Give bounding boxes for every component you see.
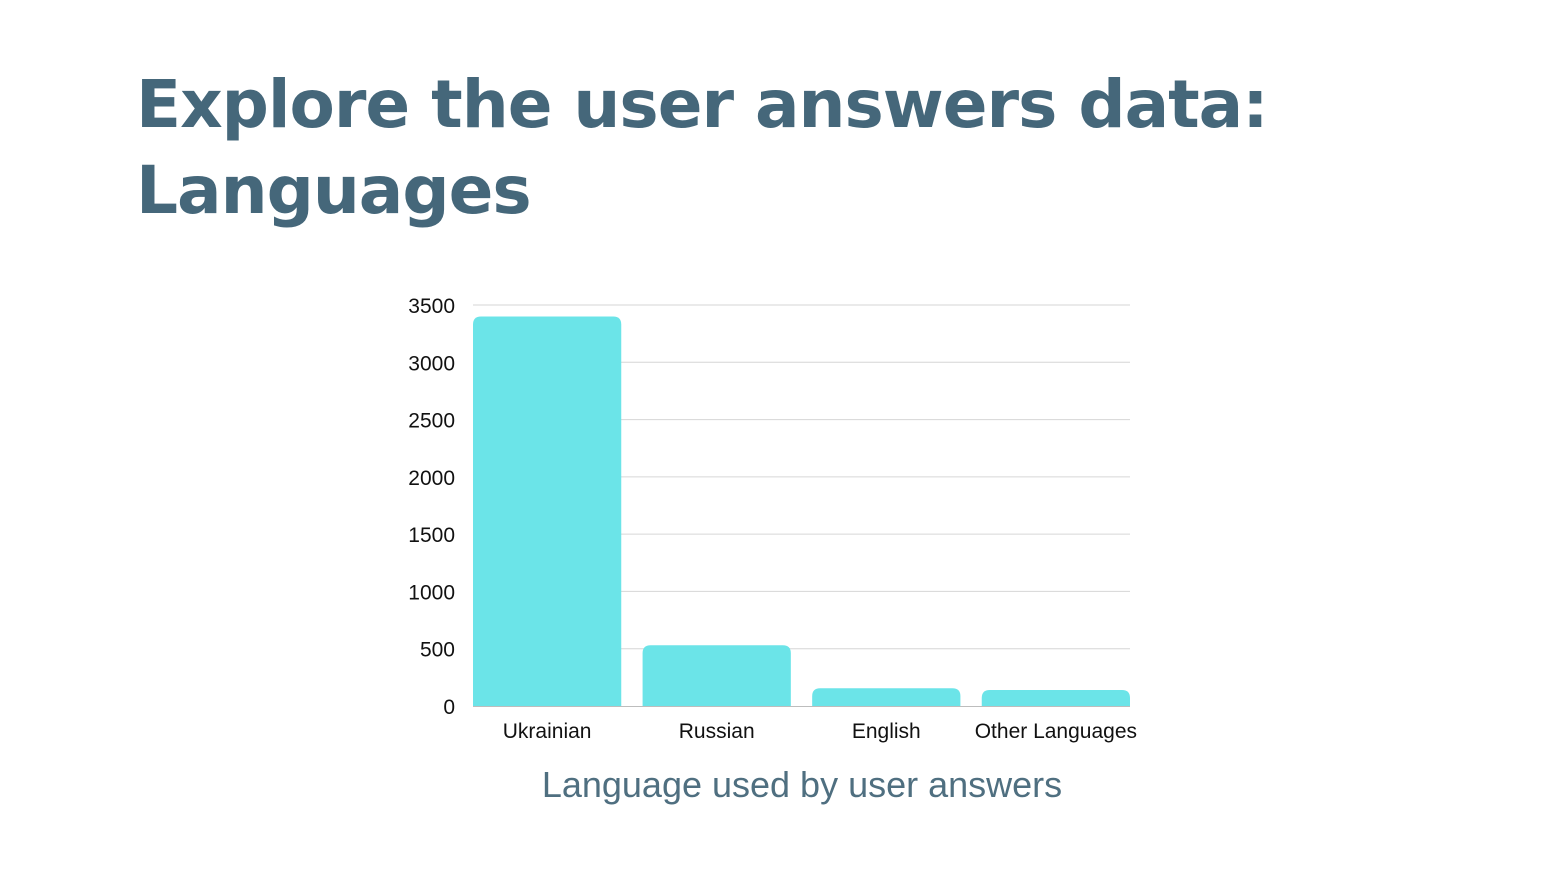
y-tick-label: 3000 (408, 352, 455, 375)
bars (473, 316, 1130, 706)
bar-english (812, 688, 961, 706)
x-axis-title: Language used by user answers (542, 764, 1062, 805)
y-axis-ticks: 0 500 1000 1500 2000 2500 3000 3500 (408, 295, 455, 719)
x-tick-label: Russian (679, 720, 755, 743)
x-tick-label: English (852, 720, 921, 743)
bar-other-languages (981, 689, 1130, 706)
bar-ukrainian (473, 316, 622, 706)
bar-russian (642, 645, 791, 706)
y-tick-label: 500 (420, 639, 455, 662)
x-tick-label: Ukrainian (503, 720, 592, 743)
y-tick-label: 2500 (408, 410, 455, 433)
y-tick-label: 3500 (408, 295, 455, 318)
y-tick-label: 1500 (408, 524, 455, 547)
y-tick-label: 2000 (408, 467, 455, 490)
y-tick-label: 1000 (408, 581, 455, 604)
slide-title: Explore the user answers data: Languages (136, 66, 1269, 229)
x-tick-label: Other Languages (975, 720, 1137, 743)
y-tick-label: 0 (443, 696, 455, 719)
x-axis-ticks: Ukrainian Russian English Other Languages (503, 720, 1137, 743)
